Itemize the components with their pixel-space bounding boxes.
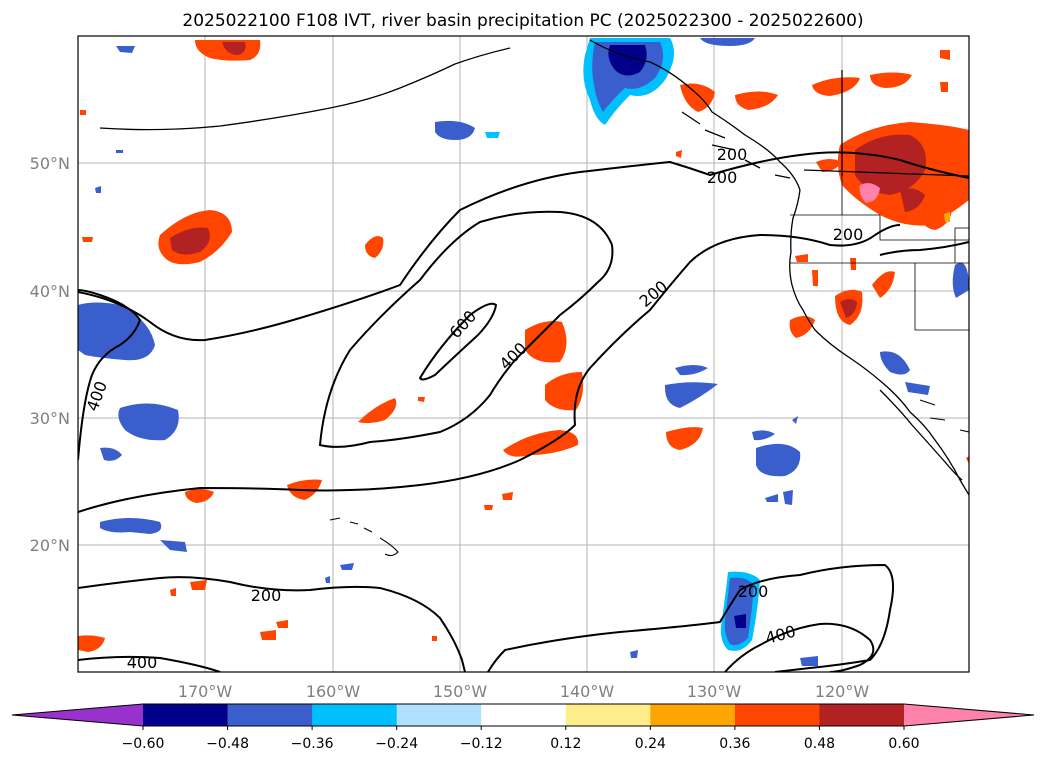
contour-label: 200 [738,582,769,601]
contour-label: 200 [251,586,282,605]
lat-label-20: 20°N [30,536,70,555]
lon-label-130w: 130°W [687,682,742,701]
ivt-contours [78,151,969,672]
colorbar-segment [143,704,229,726]
lat-label-30: 30°N [30,409,70,428]
colorbar-segment [227,704,313,726]
coastlines [99,39,969,496]
colorbar-tick-label: 0.60 [888,736,919,752]
colorbar-tick-label: −0.48 [206,736,249,752]
colorbar-tick-label: 0.12 [550,736,581,752]
colorbar-segment [481,704,567,726]
gridlines [78,36,969,672]
colorbar-segment [396,704,482,726]
lat-label-50: 50°N [30,154,70,173]
lat-label-40: 40°N [30,282,70,301]
colorbar-tick-label: −0.12 [460,736,503,752]
colorbar-segment [565,704,651,726]
islands [329,399,969,557]
colorbar-segment [312,704,398,726]
lon-label-170w: 170°W [178,682,233,701]
map-title: 2025022100 F108 IVT, river basin precipi… [182,11,863,31]
lon-label-150w: 150°W [433,682,488,701]
colorbar-tick-label: −0.36 [291,736,334,752]
contour-label: 200 [717,145,748,164]
colorbar-extend-low [12,704,143,726]
state-borders [790,176,969,331]
colorbar-tick-label: 0.36 [719,736,750,752]
contour-label: 200 [833,225,864,244]
contour-label: 400 [127,653,158,672]
lon-label-140w: 140°W [560,682,615,701]
colorbar-ticks: −0.60 −0.48 −0.36 −0.24 −0.12 0.12 0.24 0.36 0.4… [122,726,920,752]
colorbar-segment [734,704,820,726]
lon-label-120w: 120°W [815,682,870,701]
colorbar-extend-high [904,704,1034,726]
colorbar-tick-label: 0.24 [635,736,666,752]
map-background [78,36,969,672]
colorbar-segment [650,704,736,726]
colorbar-tick-label: 0.48 [804,736,835,752]
latitude-labels: 50°N 40°N 30°N 20°N [30,154,70,555]
negative-precip-areas [78,38,969,666]
contour-label: 200 [707,168,738,187]
map-frame [77,35,970,673]
colorbar-tick-label: −0.24 [375,736,418,752]
colorbar [11,703,1035,727]
colorbar-segment [819,704,905,726]
colorbar-tick-label: −0.60 [122,736,165,752]
lon-label-160w: 160°W [306,682,361,701]
longitude-labels: 170°W 160°W 150°W 140°W 130°W 120°W [178,682,870,701]
